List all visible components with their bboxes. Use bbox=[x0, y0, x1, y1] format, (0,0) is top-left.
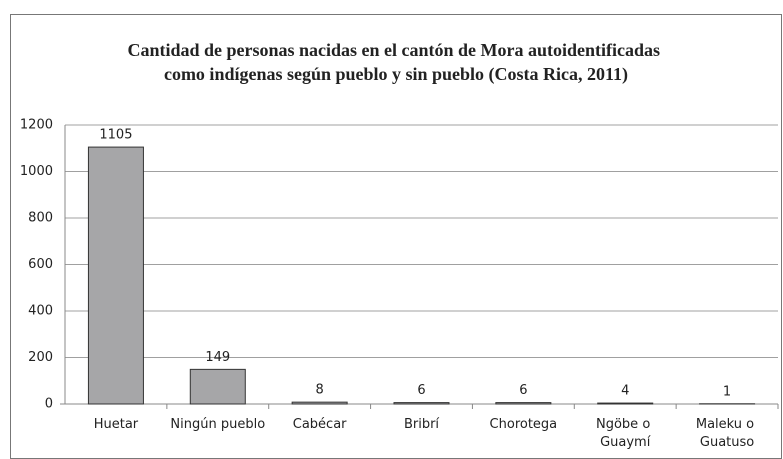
x-tick-label: Maleku o Guatuso bbox=[696, 417, 758, 450]
x-tick-label: Ningún pueblo bbox=[170, 417, 265, 432]
y-tick-label: 1200 bbox=[20, 118, 53, 133]
data-label: 1105 bbox=[99, 128, 132, 143]
x-tick-label: Huetar bbox=[94, 417, 139, 432]
bar bbox=[393, 402, 450, 405]
y-tick-label: 200 bbox=[28, 350, 53, 365]
y-tick-label: 600 bbox=[28, 257, 53, 272]
y-tick-label: 0 bbox=[45, 397, 53, 412]
y-tick-label: 800 bbox=[28, 211, 53, 226]
x-tick-label: Cabécar bbox=[293, 417, 347, 432]
bar bbox=[597, 402, 654, 405]
data-label: 6 bbox=[417, 383, 425, 398]
data-label: 6 bbox=[519, 383, 527, 398]
data-label: 8 bbox=[316, 383, 324, 398]
bar bbox=[87, 146, 144, 405]
chart-title: Cantidad de personas nacidas en el cantó… bbox=[127, 40, 664, 85]
bar bbox=[189, 368, 246, 405]
bar bbox=[291, 401, 348, 405]
x-tick-label: Chorotega bbox=[490, 417, 558, 432]
y-tick-label: 400 bbox=[28, 304, 53, 319]
x-tick-label: Bribrí bbox=[404, 417, 439, 432]
bar bbox=[495, 402, 552, 405]
data-label: 1 bbox=[723, 384, 731, 399]
data-label: 149 bbox=[205, 350, 230, 365]
y-tick-label: 1000 bbox=[20, 164, 53, 179]
data-label: 4 bbox=[621, 384, 629, 399]
x-tick-label: Ngöbe o Guaymí bbox=[596, 417, 654, 450]
